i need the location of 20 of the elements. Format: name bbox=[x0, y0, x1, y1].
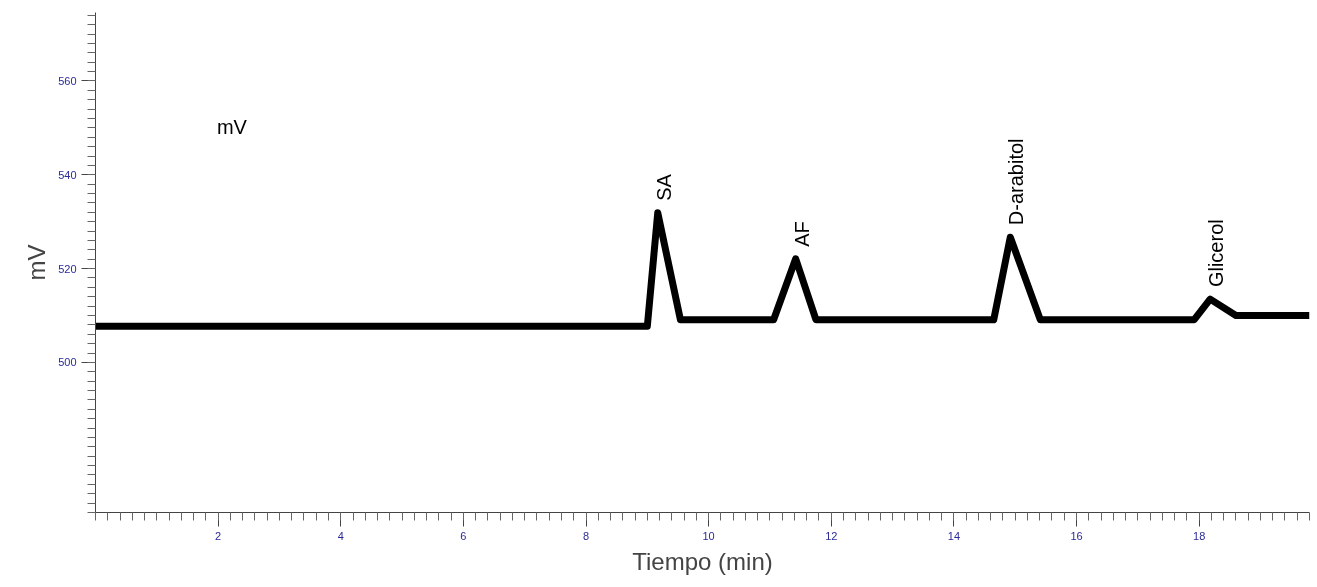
y-axis-title: mV bbox=[23, 244, 51, 281]
x-tick-label: 10 bbox=[702, 529, 715, 542]
y-tick-label: 520 bbox=[58, 262, 77, 275]
y-tick-label: 560 bbox=[58, 74, 77, 87]
annotation: mV bbox=[216, 115, 248, 138]
x-tick-label: 6 bbox=[460, 529, 467, 542]
x-axis-title: Tiempo (min) bbox=[632, 547, 773, 575]
y-tick-label: 540 bbox=[58, 168, 77, 181]
x-tick-label: 2 bbox=[215, 529, 222, 542]
y-tick-label: 500 bbox=[58, 356, 77, 369]
x-tick-label: 4 bbox=[337, 529, 344, 542]
annotation: D-arabitol bbox=[1005, 138, 1028, 226]
x-tick-label: 12 bbox=[825, 529, 838, 542]
x-tick-label: 18 bbox=[1193, 529, 1206, 542]
annotation: AF bbox=[790, 221, 813, 247]
x-tick-label: 16 bbox=[1070, 529, 1083, 542]
annotation: SA bbox=[652, 173, 675, 201]
annotation: Glicerol bbox=[1205, 219, 1228, 288]
x-tick-label: 8 bbox=[582, 529, 590, 542]
x-tick-label: 14 bbox=[947, 529, 961, 542]
